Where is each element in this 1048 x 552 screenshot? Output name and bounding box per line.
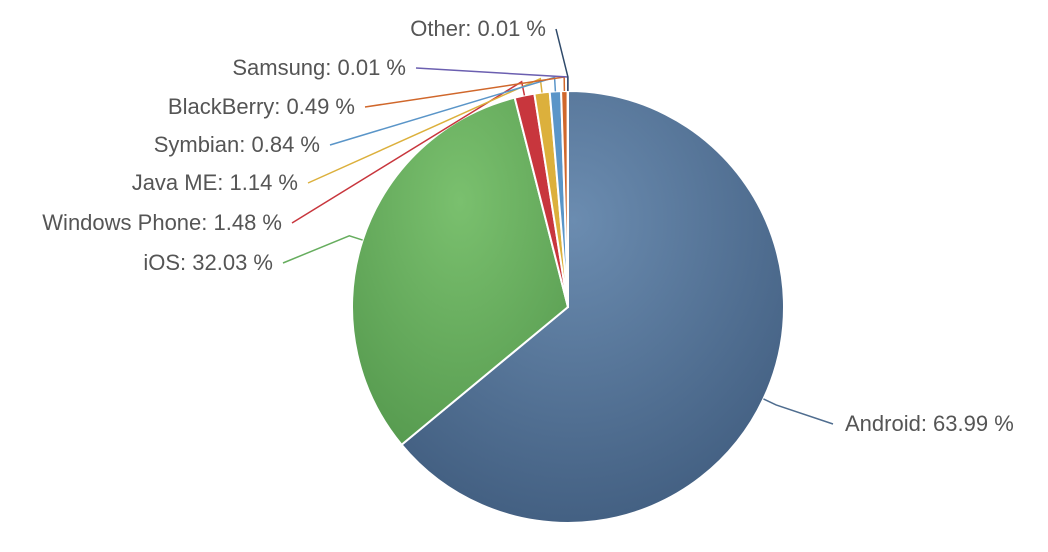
label-windows-phone: Windows Phone: 1.48 % — [42, 210, 282, 235]
slice-labels: Android: 63.99 % iOS: 32.03 % Windows Phon… — [42, 16, 1013, 436]
connector-windows-phone — [291, 80, 526, 224]
label-java-me: Java ME: 1.14 % — [132, 170, 298, 195]
connector-other — [555, 28, 569, 92]
connector-android — [763, 398, 834, 425]
pie-slices — [351, 89, 785, 524]
label-symbian: Symbian: 0.84 % — [154, 132, 320, 157]
label-other: Other: 0.01 % — [410, 16, 546, 41]
slice-android[interactable] — [400, 90, 785, 524]
connector-ios — [282, 234, 363, 264]
label-ios: iOS: 32.03 % — [143, 250, 273, 275]
connector-symbian — [329, 76, 557, 146]
label-samsung: Samsung: 0.01 % — [232, 55, 406, 80]
label-android: Android: 63.99 % — [845, 411, 1014, 436]
label-connectors — [282, 28, 834, 425]
connector-java-me — [307, 77, 543, 184]
label-blackberry: BlackBerry: 0.49 % — [168, 94, 355, 119]
